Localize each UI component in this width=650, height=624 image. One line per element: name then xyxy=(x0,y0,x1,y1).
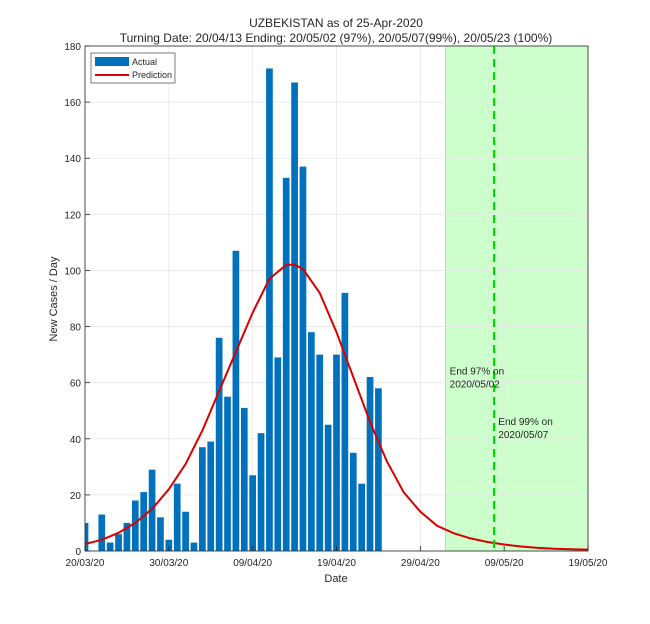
bar-actual xyxy=(224,396,231,551)
bar-actual xyxy=(333,354,340,551)
bar-actual xyxy=(358,483,366,551)
annotation-line: 2020/05/07 xyxy=(498,430,548,441)
annotation-end-1: End 99% on 2020/05/07 xyxy=(498,417,553,441)
y-tick-label: 160 xyxy=(64,98,81,109)
chart-title: UZBEKISTAN as of 25-Apr-2020 xyxy=(249,16,423,30)
y-axis-label: New Cases / Day xyxy=(48,256,60,341)
annotation-end-0: End 97% on 2020/05/02 xyxy=(450,366,505,390)
bar-actual xyxy=(257,433,265,551)
bar-actual xyxy=(366,377,374,551)
bar-actual xyxy=(98,514,106,551)
bar-actual xyxy=(190,542,198,551)
y-tick-label: 0 xyxy=(75,547,81,558)
y-tick-label: 180 xyxy=(64,42,81,53)
y-tick-label: 20 xyxy=(70,491,82,502)
bar-actual xyxy=(266,68,273,551)
bar-actual xyxy=(207,441,215,551)
bar-actual xyxy=(157,517,164,551)
x-axis-label: Date xyxy=(324,573,347,585)
bar-actual xyxy=(282,177,290,551)
bar-actual xyxy=(148,469,156,551)
x-tick-label: 30/03/20 xyxy=(149,558,188,569)
y-tick-label: 40 xyxy=(70,435,82,446)
y-tick-label: 120 xyxy=(64,210,81,221)
y-tick-label: 100 xyxy=(64,266,81,277)
bar-actual xyxy=(240,407,248,551)
bar-actual xyxy=(232,250,240,552)
bar-actual xyxy=(324,424,332,551)
bar-actual xyxy=(140,492,148,551)
x-tick-label: 09/04/20 xyxy=(233,558,272,569)
legend-label-actual: Actual xyxy=(132,57,157,67)
bar-actual xyxy=(199,447,206,551)
x-tick-label: 19/04/20 xyxy=(317,558,356,569)
bar-actual xyxy=(131,500,139,551)
bar-actual xyxy=(85,522,89,551)
plot-area: End 97% on 2020/05/02 End 99% on 2020/05/07… xyxy=(64,42,608,569)
x-tick-label: 29/04/20 xyxy=(401,558,440,569)
bar-actual xyxy=(349,452,357,551)
y-tick-label: 80 xyxy=(70,323,82,334)
prediction-end-region xyxy=(445,45,589,552)
bar-actual xyxy=(299,166,307,551)
legend-label-prediction: Prediction xyxy=(132,70,172,80)
bar-actual xyxy=(123,522,131,551)
bar-actual xyxy=(115,534,122,551)
x-tick-label: 20/03/20 xyxy=(66,558,105,569)
annotation-line: End 97% on xyxy=(450,366,505,377)
y-tick-label: 140 xyxy=(64,154,81,165)
legend: Actual Prediction xyxy=(90,52,176,84)
x-tick-label: 09/05/20 xyxy=(485,558,524,569)
bar-actual xyxy=(165,539,173,551)
bar-actual xyxy=(173,483,181,551)
bar-actual xyxy=(106,542,114,551)
legend-swatch-actual xyxy=(95,57,129,66)
bar-actual xyxy=(291,82,298,551)
bar-actual xyxy=(341,292,349,551)
annotation-line: End 99% on xyxy=(498,417,553,428)
bar-actual xyxy=(375,388,382,551)
bar-actual xyxy=(249,475,257,551)
prediction-line xyxy=(84,263,589,551)
bar-actual xyxy=(316,354,324,551)
y-tick-label: 60 xyxy=(70,379,82,390)
chart-subtitle: Turning Date: 20/04/13 Ending: 20/05/02 … xyxy=(120,31,553,45)
bar-actual xyxy=(307,332,315,551)
bar-actual xyxy=(274,357,282,551)
x-tick-label: 19/05/20 xyxy=(569,558,608,569)
bar-actual xyxy=(215,337,223,551)
bar-actual xyxy=(182,511,189,551)
annotation-line: 2020/05/02 xyxy=(450,379,500,390)
